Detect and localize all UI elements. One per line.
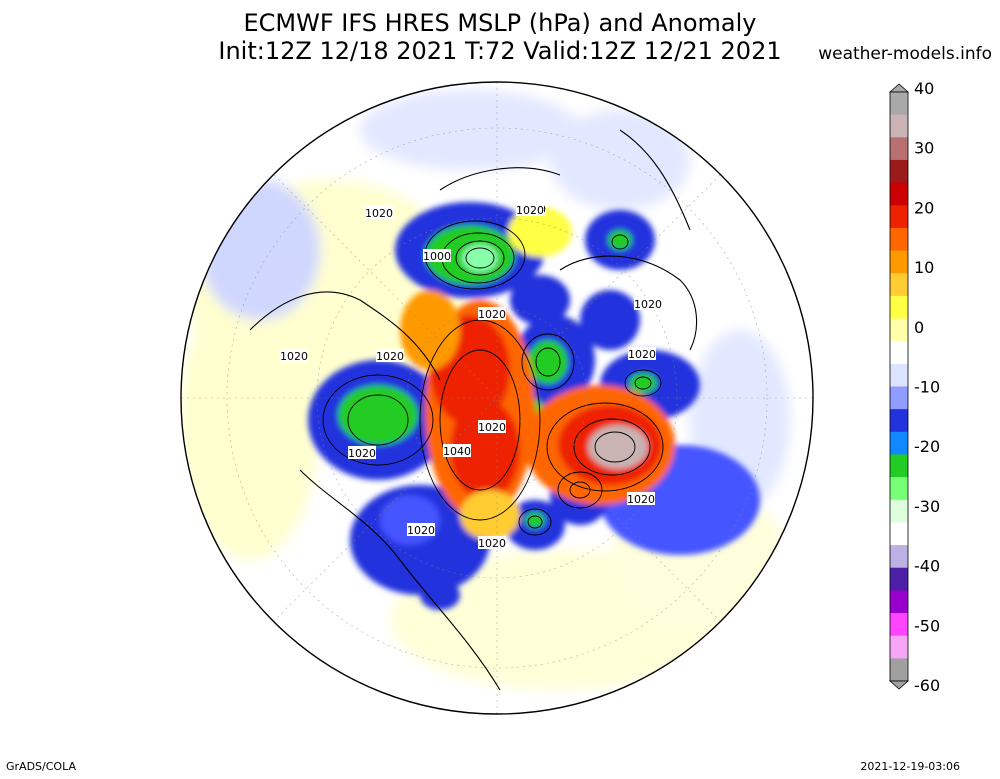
colorbar-swatch xyxy=(890,341,908,365)
colorbar-swatch xyxy=(890,386,908,410)
isobar-label: 1020 xyxy=(478,421,506,434)
isobar-label-bg xyxy=(478,307,506,320)
colorbar-swatch xyxy=(890,635,908,659)
colorbar-swatch xyxy=(890,159,908,184)
isobar-label: 1040 xyxy=(443,445,471,458)
isobar-label: 1020 xyxy=(478,537,506,550)
colorbar-swatch xyxy=(890,227,908,252)
colorbar-tick-label: -50 xyxy=(914,616,940,635)
isobar-label-bg xyxy=(348,446,376,459)
isobar-label-bg xyxy=(478,420,506,433)
isobar-label: 1020 xyxy=(634,298,662,311)
map-boundary xyxy=(180,81,814,715)
isobar-label: 1000 xyxy=(423,250,451,263)
colorbar: 40 30 20 10 0 -10 -20 -30 -40 -50 -60 xyxy=(888,79,940,695)
isobar-label: 1020 xyxy=(628,348,656,361)
isobar-label: 1020 xyxy=(280,350,308,363)
colorbar-tick-label: 30 xyxy=(914,139,934,158)
isobar-label-bg xyxy=(376,349,404,362)
colorbar-swatch xyxy=(890,137,908,161)
colorbar-swatch xyxy=(890,613,908,637)
isobar-label-bg xyxy=(627,492,655,505)
colorbar-swatch xyxy=(890,454,908,478)
isobar-label-bg xyxy=(628,347,656,360)
colorbar-tick-label: -60 xyxy=(914,676,940,695)
colorbar-swatch xyxy=(890,658,908,682)
colorbar-swatch xyxy=(890,273,908,297)
map-title-line2: Init:12Z 12/18 2021 T:72 Valid:12Z 12/21… xyxy=(218,37,782,65)
colorbar-swatch xyxy=(890,590,908,614)
colorbar-swatch xyxy=(890,499,908,523)
colorbar-swatch xyxy=(890,409,908,433)
colorbar-swatch xyxy=(890,205,908,229)
isobar-label-bg xyxy=(407,523,435,536)
isobar-label-bg xyxy=(478,536,506,549)
isobar-label: 1020 xyxy=(348,447,376,460)
map-title-line1: ECMWF IFS HRES MSLP (hPa) and Anomaly xyxy=(243,9,757,37)
colorbar-tick-label: -30 xyxy=(914,497,940,516)
isobar-label-bg xyxy=(443,444,471,457)
isobar-label-bg xyxy=(516,203,544,216)
colorbar-swatch xyxy=(890,318,908,342)
colorbar-swatch xyxy=(890,567,908,591)
isobar-label: 1020 xyxy=(478,308,506,321)
footer-timestamp: 2021-12-19-03:06 xyxy=(860,760,960,773)
isobar-label: 1020 xyxy=(516,204,544,217)
colorbar-tick-label: -20 xyxy=(914,437,940,456)
colorbar-tick-label: -40 xyxy=(914,557,940,576)
site-credit: weather-models.info xyxy=(818,44,992,64)
colorbar-top-arrow xyxy=(888,83,910,93)
colorbar-tick-label: 20 xyxy=(914,198,934,217)
isobar-label-bg xyxy=(423,249,451,262)
colorbar-swatch xyxy=(890,92,908,116)
colorbar-tick-label: -10 xyxy=(914,378,940,397)
colorbar-swatch xyxy=(890,522,908,546)
isobar-label: 1020 xyxy=(365,207,393,220)
isobar-label-bg xyxy=(280,349,308,362)
isobar-label: 1020 xyxy=(407,524,435,537)
colorbar-swatch xyxy=(890,114,908,138)
colorbar-tick-label: 40 xyxy=(914,79,934,98)
colorbar-swatch xyxy=(890,477,908,501)
colorbar-swatch xyxy=(890,363,908,387)
colorbar-tick-label: 10 xyxy=(914,258,934,277)
isobar-label: 1020 xyxy=(376,350,404,363)
colorbar-swatch xyxy=(890,295,908,320)
colorbar-bottom-arrow xyxy=(888,680,910,690)
isobar-labels: 1020 1020 1000 1020 1020 1020 1020 1020 1020 1040… xyxy=(280,202,662,550)
isobar-label-bg xyxy=(365,206,393,219)
colorbar-swatch xyxy=(890,182,908,206)
isobar-label: 1020 xyxy=(627,493,655,506)
polar-map xyxy=(181,82,813,714)
colorbar-tick-label: 0 xyxy=(914,318,924,337)
footer-software: GrADS/COLA xyxy=(6,760,76,773)
colorbar-swatch xyxy=(890,545,908,569)
colorbar-swatch xyxy=(890,250,908,274)
colorbar-swatch xyxy=(890,431,908,455)
isobar-label-bg xyxy=(634,297,662,310)
